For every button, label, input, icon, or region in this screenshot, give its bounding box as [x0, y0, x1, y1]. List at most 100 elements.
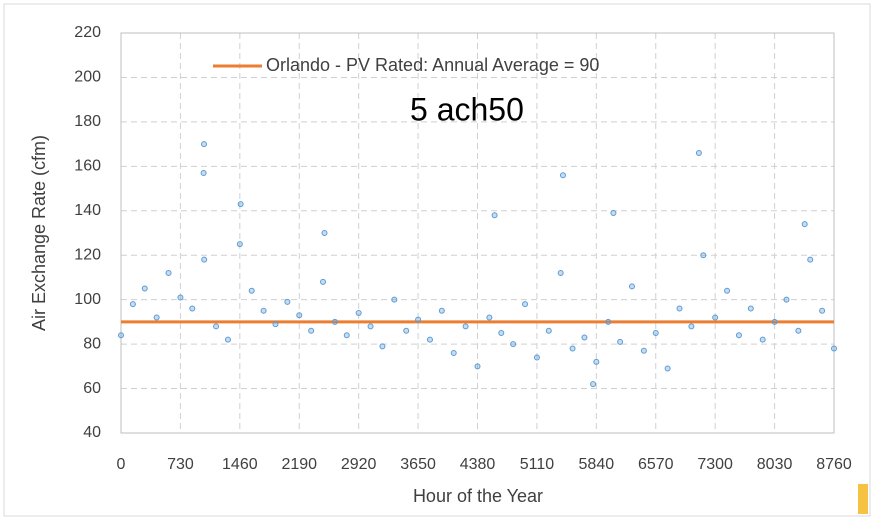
scatter-point [695, 150, 702, 156]
scatter-point [569, 345, 576, 352]
scatter-point [688, 323, 695, 330]
scatter-point [605, 318, 612, 325]
scatter-point [224, 336, 231, 343]
y-tick-label: 180 [74, 113, 101, 130]
scatter-point [355, 310, 362, 316]
scatter-point [498, 330, 505, 336]
scatter-point [403, 327, 410, 334]
y-tick-label: 80 [83, 335, 101, 352]
x-tick-label: 4380 [460, 456, 496, 473]
scatter-point [320, 278, 327, 285]
scatter-point [486, 314, 493, 321]
x-tick-label: 5840 [579, 456, 615, 473]
scatter-point [236, 241, 243, 248]
plot-frame [120, 32, 835, 434]
annotation: 5 ach50 [410, 91, 524, 127]
scatter-point [676, 305, 683, 312]
x-tick-label: 8760 [816, 456, 852, 473]
scatter-point [343, 332, 350, 339]
scatter-point [426, 336, 433, 343]
scatter-point [712, 314, 719, 321]
scatter-point [153, 314, 160, 321]
scatter-point [237, 201, 244, 208]
scatter-point [450, 350, 457, 356]
y-tick-label: 100 [74, 291, 101, 308]
scatter-point [700, 252, 707, 259]
y-tick-label: 220 [74, 24, 101, 41]
scatter-point [807, 256, 814, 263]
scatter-point [724, 287, 731, 294]
scatter-point [617, 338, 624, 345]
scatter-point [783, 296, 790, 303]
scatter-point [652, 330, 659, 336]
scatter-point [118, 332, 124, 339]
scatter-point [593, 358, 600, 365]
scatter-point [759, 336, 766, 343]
scatter-point [308, 327, 315, 334]
scatter-point [640, 347, 647, 354]
scatter-point [200, 170, 207, 176]
scatter-point [391, 296, 398, 303]
scatter-point [438, 307, 445, 314]
scatter-point [491, 212, 498, 219]
edge-artifact [858, 484, 868, 514]
x-axis-label: Hour of the Year [413, 486, 543, 506]
scatter-point [415, 316, 422, 323]
x-tick-label: 2920 [341, 456, 377, 473]
scatter-point [664, 365, 671, 372]
x-tick-label: 1460 [222, 456, 258, 473]
x-tick-label: 8030 [757, 456, 793, 473]
scatter-point [129, 301, 136, 308]
y-tick-label: 160 [74, 158, 101, 175]
scatter-point [474, 363, 481, 370]
scatter-point [272, 321, 279, 328]
y-tick-label: 120 [74, 246, 101, 263]
x-tick-label: 0 [117, 456, 126, 473]
scatter-point [831, 345, 837, 352]
scatter-point [533, 354, 540, 361]
scatter-point [379, 343, 386, 350]
x-tick-label: 730 [167, 456, 194, 473]
scatter-point [367, 323, 374, 330]
scatter-point [545, 327, 552, 334]
scatter-point [321, 230, 328, 236]
scatter-point [510, 341, 517, 348]
scatter-point [201, 256, 208, 263]
x-tick-label: 7300 [697, 456, 733, 473]
scatter-point [260, 307, 267, 314]
scatter-point [296, 312, 303, 319]
scatter-point [559, 172, 566, 179]
y-tick-label: 200 [74, 69, 101, 86]
scatter-point [213, 323, 220, 330]
scatter-point [557, 270, 564, 276]
scatter-point [610, 210, 617, 216]
scatter-point [819, 307, 826, 314]
scatter-point [189, 305, 196, 312]
scatter-point [141, 285, 148, 292]
scatter-point [331, 318, 338, 325]
scatter-point [248, 287, 255, 294]
scatter-point [795, 327, 802, 334]
x-tick-label: 2190 [281, 456, 317, 473]
scatter-point [177, 294, 184, 301]
x-tick-label: 3650 [400, 456, 436, 473]
x-tick-label: 6570 [638, 456, 674, 473]
y-tick-label: 60 [83, 380, 101, 397]
scatter-point [581, 334, 588, 341]
scatter-point [462, 323, 469, 330]
scatter-point [771, 318, 778, 325]
scatter-point [735, 332, 742, 339]
scatter-point [522, 301, 529, 308]
y-tick-label: 140 [74, 202, 101, 219]
legend-label: Orlando - PV Rated: Annual Average = 90 [266, 55, 599, 75]
scatter-point [165, 270, 172, 276]
scatter-point [201, 141, 208, 148]
x-tick-label: 5110 [520, 456, 555, 473]
scatter-point [628, 283, 635, 290]
scatter-point [747, 305, 754, 312]
scatter-point [801, 221, 808, 228]
y-axis-label: Air Exchange Rate (cfm) [29, 135, 49, 331]
scatter-point [590, 381, 597, 388]
scatter-point [284, 298, 291, 305]
